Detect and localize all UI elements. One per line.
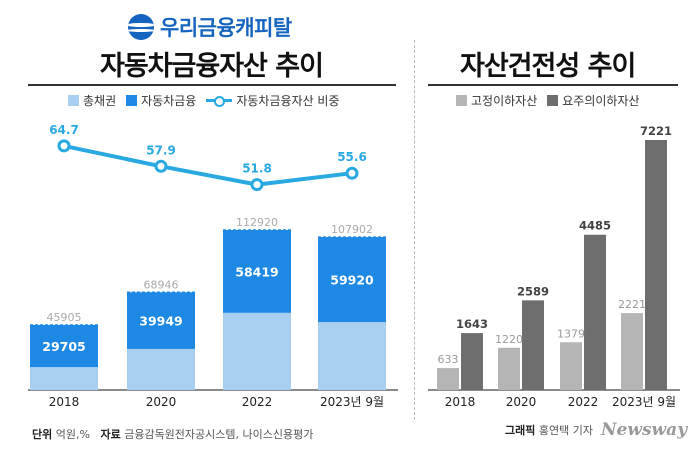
legend-label-ratio: 자동차금융자산 비중: [236, 94, 340, 108]
watch-value-label: 1643: [456, 317, 488, 331]
fixed-value-label: 2221: [618, 298, 646, 311]
ratio-line: [63, 143, 353, 187]
x-tick-label: 2020: [506, 395, 537, 409]
watch-bar: [645, 140, 667, 390]
ratio-value-label: 51.8: [242, 162, 272, 176]
legend-item-auto: 자동차금융: [126, 92, 196, 109]
ratio-value-label: 55.6: [337, 150, 367, 164]
legend-swatch-fixed: [456, 95, 467, 106]
watch-value-label: 2589: [517, 284, 549, 298]
legend-label-watch: 요주의이하자산: [562, 94, 640, 108]
left-title-rule: [28, 84, 396, 86]
chart-divider: [414, 40, 415, 420]
auto-bar: [127, 292, 195, 349]
footer-source: 단위 억원,% 자료 금융감독원전자공시스템, 나이스신용평가: [32, 426, 313, 442]
x-tick-label: 2022: [242, 395, 273, 409]
logo-text: 우리금융캐피탈: [160, 16, 292, 40]
legend-item-watch: 요주의이하자산: [547, 92, 640, 109]
source-label: 자료: [100, 428, 121, 441]
x-tick-label: 2023년 9월: [612, 395, 676, 409]
total-value-label: 112920: [236, 216, 278, 229]
left-legend: 총채권 자동차금융 자동차금융자산 비중: [68, 92, 350, 109]
auto-value-label: 29705: [42, 339, 86, 354]
ratio-value-label: 64.7: [49, 123, 79, 137]
legend-label-total: 총채권: [83, 94, 117, 108]
right-title-rule: [428, 84, 678, 86]
watch-bar: [461, 333, 483, 390]
total-value-label: 107902: [331, 223, 373, 236]
ratio-value-label: 57.9: [146, 143, 176, 157]
fixed-bar: [621, 313, 643, 390]
auto-bar: [30, 324, 98, 368]
legend-item-total: 총채권: [68, 92, 116, 109]
auto-bar: [223, 230, 291, 313]
legend-label-fixed: 고정이하자산: [471, 94, 538, 108]
footer-credit: 그래픽 홍연택 기자 Newsway: [505, 420, 687, 440]
ratio-point: [345, 166, 359, 180]
watch-value-label: 4485: [579, 219, 611, 233]
legend-line-marker-icon: [206, 95, 233, 107]
x-tick-label: 2023년 9월: [320, 395, 384, 409]
fixed-value-label: 633: [438, 353, 459, 366]
right-legend: 고정이하자산 요주의이하자산: [456, 92, 650, 109]
graphic-label: 그래픽: [505, 424, 536, 437]
total-value-label: 45905: [47, 311, 82, 324]
auto-value-label: 39949: [139, 314, 183, 329]
x-tick-label: 2018: [445, 395, 476, 409]
auto-value-label: 58419: [235, 264, 279, 279]
ratio-point: [250, 178, 264, 192]
fixed-bar: [498, 347, 520, 390]
auto-bar: [318, 237, 386, 323]
x-tick-label: 2018: [49, 395, 80, 409]
ratio-point: [154, 159, 168, 173]
auto-value-label: 59920: [330, 273, 374, 288]
legend-item-fixed: 고정이하자산: [456, 92, 537, 109]
left-chart-title: 자동차금융자산 추이: [100, 51, 324, 82]
x-tick-label: 2020: [146, 395, 177, 409]
watch-value-label: 7221: [640, 124, 672, 138]
newsway-logo: Newsway: [600, 420, 688, 440]
logo: 우리금융캐피탈: [128, 10, 292, 44]
legend-swatch-total: [68, 95, 79, 106]
graphic-value: 홍연택 기자: [538, 424, 593, 437]
unit-label: 단위: [32, 428, 53, 441]
legend-swatch-auto: [126, 95, 138, 106]
woori-logo-icon: [128, 14, 154, 40]
fixed-value-label: 1220: [495, 333, 523, 346]
source-value: 금융감독원전자공시스템, 나이스신용평가: [124, 428, 314, 441]
ratio-point: [57, 139, 71, 153]
watch-bar: [522, 300, 544, 390]
fixed-bar: [560, 342, 582, 390]
x-tick-label: 2022: [568, 395, 599, 409]
total-value-label: 68946: [144, 278, 179, 291]
watch-bar: [584, 234, 606, 390]
fixed-value-label: 1379: [557, 327, 585, 340]
right-chart-title: 자산건전성 추이: [460, 51, 636, 82]
legend-item-ratio: 자동차금융자산 비중: [206, 92, 340, 109]
legend-label-auto: 자동차금융: [141, 94, 197, 108]
unit-value: 억원,%: [55, 428, 90, 441]
legend-swatch-watch: [547, 95, 559, 106]
fixed-bar: [437, 368, 459, 390]
